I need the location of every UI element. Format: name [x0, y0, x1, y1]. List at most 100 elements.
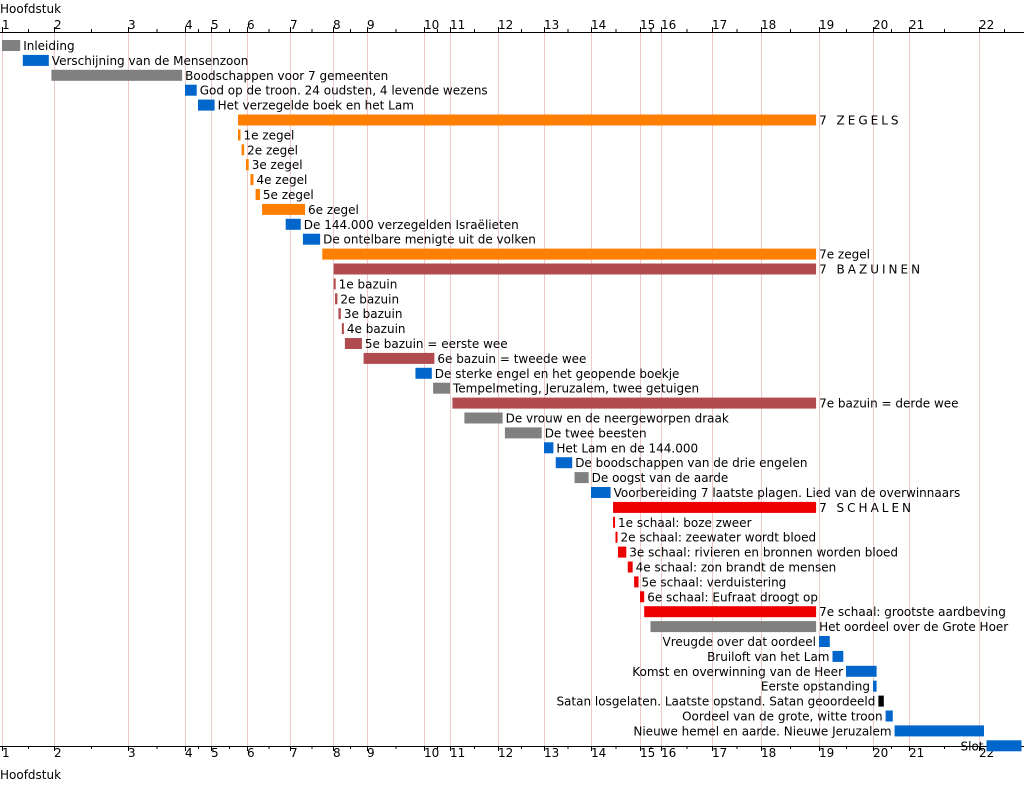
bar-12: [262, 203, 306, 215]
tick-label-top-21: 21: [909, 18, 924, 32]
bar-label-7: 1e zegel: [244, 128, 295, 142]
bar-label-43: Komst en overwinning van de Heer: [632, 665, 843, 679]
bar-label-39: 7e schaal: grootste aardbeving: [819, 605, 1006, 619]
bar-38: [640, 591, 645, 603]
bar-label-1: Inleiding: [23, 39, 74, 53]
bar-label-38: 6e schaal: Eufraat droogt op: [647, 590, 818, 604]
tick-label-bottom-12: 12: [498, 746, 513, 760]
tick-label-top-8: 8: [333, 18, 341, 32]
bar-label-33: 1e schaal: boze zweer: [618, 516, 752, 530]
tick-label-top-17: 17: [712, 18, 727, 32]
tick-label-bottom-21: 21: [909, 746, 924, 760]
tick-label-bottom-10: 10: [424, 746, 439, 760]
bar-46: [885, 710, 893, 722]
bar-9: [245, 159, 249, 171]
tick-label-top-11: 11: [450, 18, 465, 32]
bar-5: [198, 99, 215, 111]
tick-label-bottom-2: 2: [54, 746, 62, 760]
bar-label-29: De boodschappen van de drie engelen: [575, 456, 807, 470]
tick-label-top-2: 2: [54, 18, 62, 32]
tick-label-bottom-6: 6: [247, 746, 255, 760]
bar-40: [650, 621, 817, 633]
tick-label-top-19: 19: [819, 18, 834, 32]
tick-label-bottom-9: 9: [367, 746, 375, 760]
bar-label-21: 5e bazuin = eerste wee: [365, 337, 508, 351]
tick-label-bottom-4: 4: [185, 746, 193, 760]
bar-48: [986, 740, 1022, 752]
bar-39: [644, 606, 817, 618]
tick-label-bottom-8: 8: [333, 746, 341, 760]
bar-label-4: God op de troon. 24 oudsten, 4 levende w…: [200, 84, 488, 98]
axis-title-bottom: Hoofdstuk: [0, 768, 62, 782]
bar-label-48: Slot: [961, 739, 984, 753]
bar-label-34: 2e schaal: zeewater wordt bloed: [621, 531, 817, 545]
bar-15: [322, 248, 817, 260]
bar-label-22: 6e bazuin = tweede wee: [437, 352, 586, 366]
tick-label-bottom-11: 11: [450, 746, 465, 760]
bar-18: [335, 293, 338, 305]
tick-label-top-13: 13: [544, 18, 559, 32]
tick-label-bottom-19: 19: [819, 746, 834, 760]
bar-label-20: 4e bazuin: [347, 322, 406, 336]
tick-label-bottom-17: 17: [712, 746, 727, 760]
tick-label-bottom-14: 14: [591, 746, 606, 760]
bar-label-16: 7 BAZUINEN: [819, 263, 923, 277]
bar-7: [238, 129, 241, 141]
bar-label-36: 4e schaal: zon brandt de mensen: [636, 561, 837, 575]
bar-label-5: Het verzegelde boek en het Lam: [218, 99, 414, 113]
bar-label-35: 3e schaal: rivieren en bronnen worden bl…: [629, 546, 898, 560]
axis-title-top: Hoofdstuk: [0, 2, 62, 16]
bar-label-44: Eerste opstanding: [761, 680, 870, 694]
tick-label-top-4: 4: [185, 18, 193, 32]
bar-31: [591, 487, 611, 498]
bar-45: [878, 695, 884, 707]
bar-6: [238, 114, 817, 126]
bar-label-15: 7e zegel: [819, 248, 870, 262]
bar-8: [241, 144, 245, 156]
bar-label-27: De twee beesten: [545, 426, 647, 440]
bar-label-6: 7 ZEGELS: [819, 114, 901, 128]
bar-29: [555, 457, 573, 469]
bar-19: [338, 308, 341, 320]
bar-label-24: Tempelmeting, Jeruzalem, twee getuigen: [452, 382, 699, 396]
bar-35: [617, 546, 627, 558]
bar-label-23: De sterke engel en het geopende boekje: [435, 367, 680, 381]
bar-47: [894, 725, 984, 737]
tick-label-bottom-20: 20: [873, 746, 888, 760]
bar-27: [504, 427, 542, 439]
bar-41: [819, 636, 830, 647]
tick-label-bottom-7: 7: [290, 746, 298, 760]
bar-label-19: 3e bazuin: [344, 307, 403, 321]
bar-44: [873, 680, 877, 692]
bar-16: [333, 263, 817, 275]
bar-14: [302, 233, 321, 245]
tick-label-top-12: 12: [498, 18, 513, 32]
bar-label-10: 4e zegel: [256, 173, 307, 187]
bar-label-13: De 144.000 verzegelden Israëlieten: [304, 218, 519, 232]
bar-label-40: Het oordeel over de Grote Hoer: [819, 620, 1008, 634]
bar-43: [846, 665, 877, 677]
bar-label-45: Satan losgelaten. Laatste opstand. Satan…: [556, 695, 875, 709]
tick-label-bottom-15: 15: [640, 746, 655, 760]
tick-label-bottom-13: 13: [544, 746, 559, 760]
tick-label-top-6: 6: [247, 18, 255, 32]
bar-34: [615, 531, 618, 543]
bar-2: [22, 54, 49, 66]
bar-11: [255, 189, 260, 200]
bar-42: [832, 650, 844, 662]
tick-label-top-10: 10: [424, 18, 439, 32]
tick-label-top-7: 7: [290, 18, 298, 32]
bar-28: [544, 442, 554, 454]
bar-label-8: 2e zegel: [247, 143, 298, 157]
bar-37: [634, 576, 639, 588]
bar-32: [613, 501, 817, 513]
bar-21: [344, 338, 362, 349]
bar-3: [51, 69, 183, 81]
bar-4: [185, 84, 197, 96]
tick-label-top-15: 15: [640, 18, 655, 32]
bar-label-26: De vrouw en de neergeworpen draak: [506, 412, 729, 426]
bar-label-11: 5e zegel: [263, 188, 314, 202]
tick-label-bottom-3: 3: [128, 746, 136, 760]
tick-label-top-9: 9: [367, 18, 375, 32]
bar-label-18: 2e bazuin: [340, 292, 399, 306]
